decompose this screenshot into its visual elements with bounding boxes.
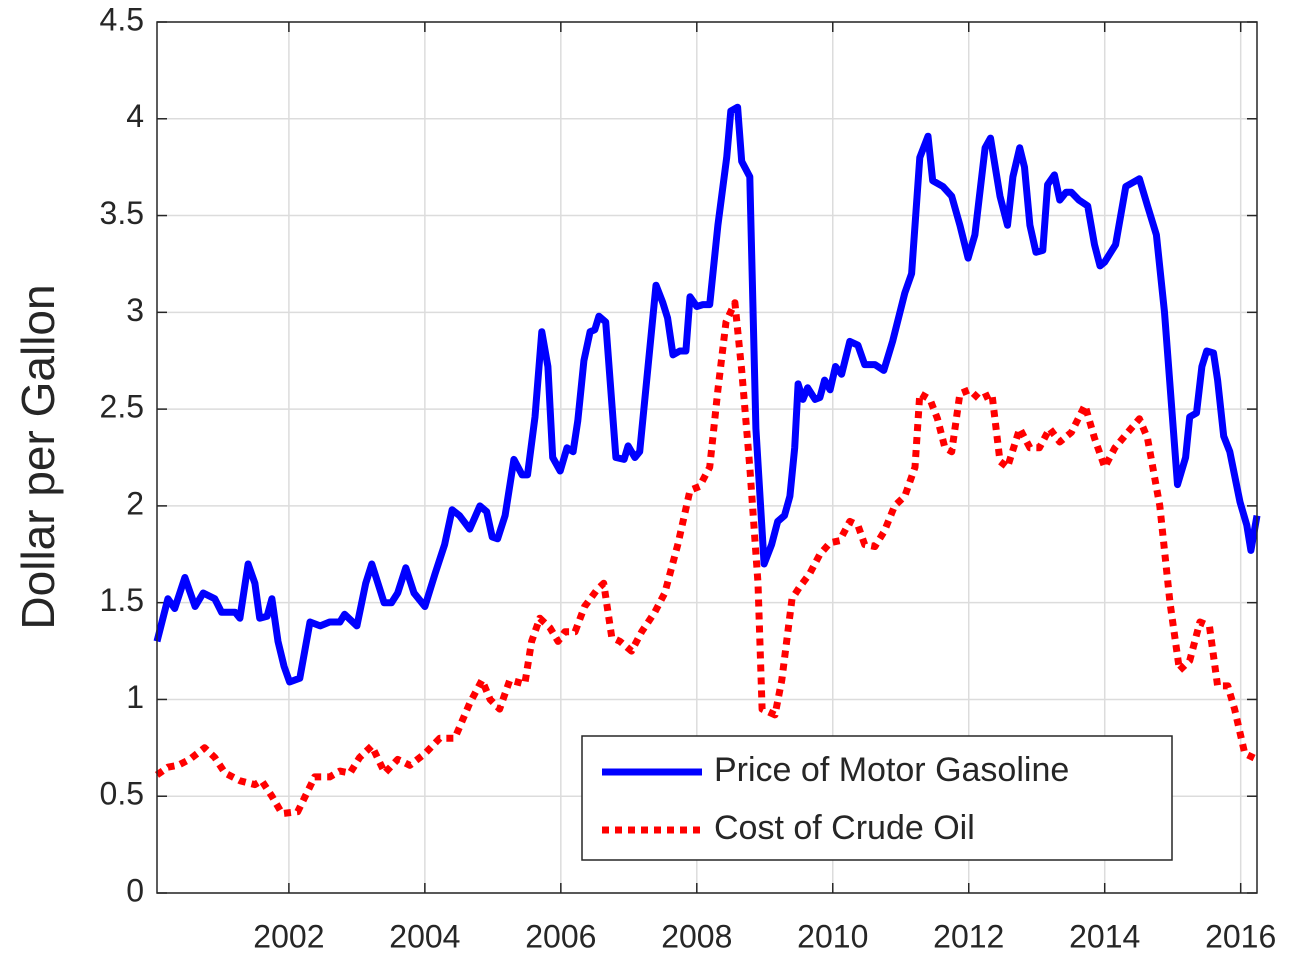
legend-label: Price of Motor Gasoline xyxy=(714,751,1069,789)
y-tick-label: 1 xyxy=(126,679,144,715)
data-line xyxy=(153,103,1261,686)
y-tick-label: 4 xyxy=(126,98,144,134)
x-tick-label: 2014 xyxy=(1069,918,1140,954)
y-tick-label: 1.5 xyxy=(100,582,144,618)
y-axis-label: Dollar per Gallon xyxy=(12,284,64,629)
y-tick-label: 0.5 xyxy=(100,776,144,812)
y-tick-label: 2.5 xyxy=(100,389,144,425)
legend: Price of Motor Gasoline Cost of Crude Oil xyxy=(581,735,1173,861)
data-line xyxy=(154,299,1259,818)
legend-label: Cost of Crude Oil xyxy=(714,809,975,847)
y-tick-label: 0 xyxy=(126,872,144,908)
y-tick-label: 2 xyxy=(126,485,144,521)
x-tick-label: 2008 xyxy=(661,918,732,954)
x-tick-label: 2006 xyxy=(525,918,596,954)
axes-box xyxy=(156,21,1258,894)
x-tick-label: 2002 xyxy=(253,918,324,954)
y-tick-label: 4.5 xyxy=(100,1,144,37)
x-tick-label: 2010 xyxy=(797,918,868,954)
y-tick-label: 3.5 xyxy=(100,195,144,231)
x-tick-label: 2004 xyxy=(389,918,460,954)
x-tick-label: 2012 xyxy=(933,918,1004,954)
y-tick-label: 3 xyxy=(126,292,144,328)
x-tick-label: 2016 xyxy=(1205,918,1276,954)
legend-box xyxy=(581,735,1173,861)
